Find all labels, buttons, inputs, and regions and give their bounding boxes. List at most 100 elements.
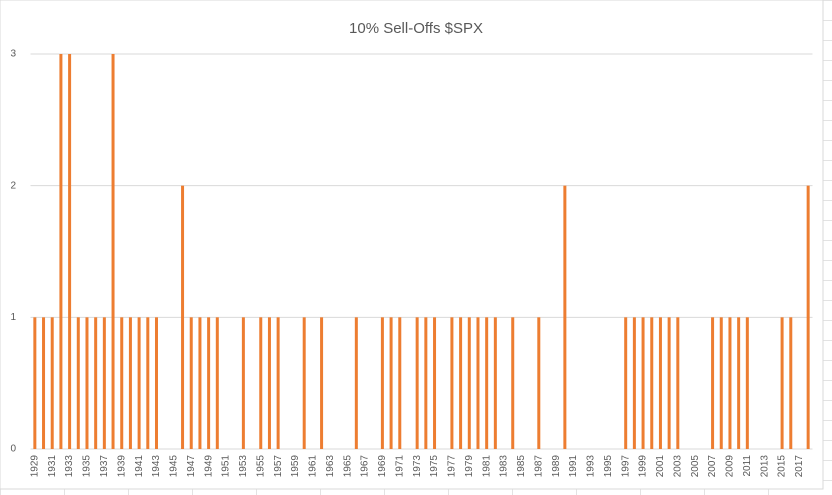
bar	[476, 317, 480, 449]
x-tick-label: 1937	[99, 455, 110, 478]
bar	[806, 185, 810, 449]
bar	[181, 185, 185, 449]
bar	[241, 317, 245, 449]
x-tick-label: 2011	[742, 455, 753, 477]
bar	[493, 317, 497, 449]
bar	[658, 317, 662, 449]
x-tick-label: 2005	[690, 455, 701, 478]
x-tick-label: 2015	[777, 455, 788, 478]
bar	[189, 317, 193, 449]
x-tick-label: 1997	[620, 455, 631, 478]
bar	[302, 317, 306, 449]
bar	[624, 317, 628, 449]
y-tick-label: 1	[10, 312, 16, 323]
x-tick-label: 1933	[64, 455, 75, 478]
bar	[398, 317, 402, 449]
bar	[120, 317, 124, 449]
bar	[137, 317, 141, 449]
bar	[102, 317, 106, 449]
x-tick-label: 1993	[586, 455, 597, 478]
bar	[85, 317, 89, 449]
bar	[320, 317, 324, 449]
chart-title: 10% Sell-Offs $SPX	[349, 20, 483, 37]
bar	[76, 317, 80, 449]
bar	[198, 317, 202, 449]
bar	[537, 317, 541, 449]
bar	[433, 317, 437, 449]
x-tick-label: 1979	[464, 455, 475, 478]
x-tick-label: 1975	[429, 455, 440, 478]
bar	[94, 317, 98, 449]
x-tick-label: 2001	[655, 455, 666, 478]
bar	[676, 317, 680, 449]
bar	[380, 317, 384, 449]
x-tick-label: 2013	[759, 455, 770, 478]
bar	[267, 317, 271, 449]
x-tick-label: 1953	[238, 455, 249, 478]
x-tick-label: 1929	[29, 455, 40, 478]
bar	[259, 317, 263, 449]
x-tick-label: 1931	[47, 455, 58, 478]
x-tick-label: 1969	[377, 455, 388, 478]
bar	[146, 317, 150, 449]
bar	[415, 317, 419, 449]
x-tick-label: 1941	[134, 455, 145, 478]
bar	[511, 317, 515, 449]
bar	[68, 54, 72, 449]
bar	[207, 317, 211, 449]
bar	[33, 317, 37, 449]
bar	[111, 54, 115, 449]
bar	[563, 185, 567, 449]
bar	[632, 317, 636, 449]
x-tick-label: 1977	[447, 455, 458, 478]
x-tick-label: 1939	[116, 455, 127, 478]
x-tick-label: 1935	[82, 455, 93, 478]
bar	[450, 317, 454, 449]
bar	[276, 317, 280, 449]
x-tick-label: 1945	[169, 455, 180, 478]
x-tick-label: 1973	[412, 455, 423, 478]
bar	[667, 317, 671, 449]
x-tick-label: 2017	[794, 455, 805, 478]
bar	[641, 317, 645, 449]
bar	[424, 317, 428, 449]
x-tick-label: 1985	[516, 455, 527, 478]
x-tick-label: 1947	[186, 455, 197, 478]
x-tick-label: 1963	[325, 455, 336, 478]
bar	[389, 317, 393, 449]
bar	[467, 317, 471, 449]
bar	[650, 317, 654, 449]
x-tick-label: 1965	[342, 455, 353, 478]
bar	[719, 317, 723, 449]
x-tick-label: 2003	[672, 455, 683, 478]
bar	[485, 317, 489, 449]
bar	[128, 317, 132, 449]
y-tick-label: 3	[10, 49, 16, 60]
x-tick-label: 1971	[394, 455, 405, 478]
x-tick-label: 1967	[360, 455, 371, 478]
y-tick-label: 2	[10, 180, 16, 191]
x-tick-label: 1949	[203, 455, 214, 478]
x-tick-label: 1991	[568, 455, 579, 478]
bar	[728, 317, 732, 449]
x-tick-label: 2009	[725, 455, 736, 478]
bar	[59, 54, 63, 449]
x-tick-label: 1987	[533, 455, 544, 478]
x-tick-label: 1989	[551, 455, 562, 478]
bar	[789, 317, 793, 449]
x-tick-label: 1981	[481, 455, 492, 478]
bar	[354, 317, 358, 449]
x-tick-label: 1957	[273, 455, 284, 478]
bar	[50, 317, 54, 449]
bar	[737, 317, 741, 449]
x-tick-label: 1983	[499, 455, 510, 478]
x-tick-label: 1955	[255, 455, 266, 478]
x-tick-label: 1943	[151, 455, 162, 478]
x-tick-label: 1951	[221, 455, 232, 478]
bar	[780, 317, 784, 449]
x-tick-label: 1999	[638, 455, 649, 478]
bar	[711, 317, 715, 449]
bar	[42, 317, 46, 449]
bar	[745, 317, 749, 449]
